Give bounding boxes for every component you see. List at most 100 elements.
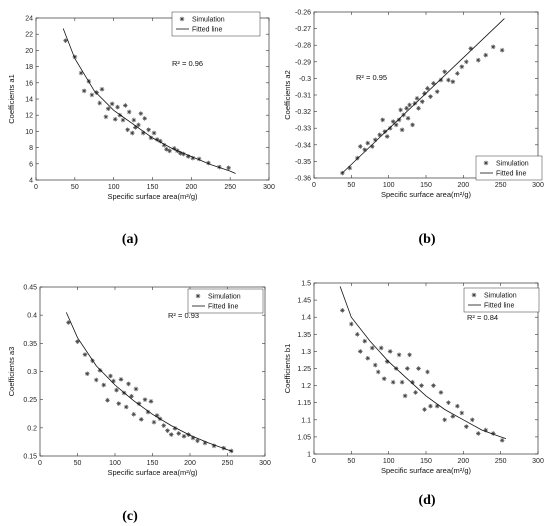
simulation-point bbox=[211, 443, 217, 449]
simulation-point bbox=[459, 64, 465, 70]
simulation-point bbox=[362, 338, 368, 344]
x-tick-label: 100 bbox=[108, 184, 120, 191]
simulation-point bbox=[181, 433, 187, 439]
simulation-point bbox=[178, 150, 183, 156]
y-tick-label: 6 bbox=[29, 161, 33, 168]
simulation-point bbox=[196, 156, 202, 162]
y-tick-label: 1.1 bbox=[301, 417, 311, 424]
y-tick-label: 4 bbox=[29, 178, 33, 185]
simulation-point bbox=[157, 138, 163, 144]
simulation-point bbox=[422, 407, 427, 412]
y-tick-label: -0.32 bbox=[295, 109, 311, 116]
y-tick-label: 10 bbox=[25, 129, 33, 136]
simulation-point bbox=[126, 381, 131, 387]
plot-area-frame bbox=[35, 17, 270, 181]
y-tick-label: 0.45 bbox=[23, 285, 37, 292]
y-tick-label: 1 bbox=[307, 452, 311, 459]
x-tick-label: 200 bbox=[457, 182, 469, 189]
simulation-point bbox=[63, 38, 68, 43]
y-tick-label: 0.3 bbox=[27, 369, 37, 376]
legend-box bbox=[187, 288, 264, 314]
simulation-point bbox=[130, 130, 135, 136]
simulation-point bbox=[78, 70, 84, 76]
simulation-point bbox=[393, 122, 399, 128]
x-tick-label: 250 bbox=[222, 460, 234, 467]
r-squared-annotation: R² = 0.84 bbox=[467, 313, 498, 322]
x-tick-label: 150 bbox=[147, 184, 159, 191]
fitted-line bbox=[342, 18, 505, 174]
simulation-point bbox=[168, 432, 174, 437]
simulation-point bbox=[398, 107, 403, 113]
x-tick-label: 100 bbox=[383, 182, 395, 189]
y-tick-label: 1.05 bbox=[297, 434, 311, 441]
simulation-point bbox=[372, 137, 378, 143]
simulation-point bbox=[425, 369, 430, 375]
simulation-point bbox=[413, 390, 418, 395]
y-tick-label: 16 bbox=[25, 80, 33, 87]
simulation-point bbox=[410, 379, 415, 385]
simulation-point bbox=[399, 127, 405, 133]
x-tick-label: 50 bbox=[347, 458, 355, 465]
simulation-point bbox=[419, 99, 425, 104]
simulation-point bbox=[133, 386, 139, 392]
x-axis-label: Specific surface area(m²/g) bbox=[107, 192, 198, 201]
simulation-point bbox=[151, 419, 157, 425]
simulation-point bbox=[146, 127, 151, 133]
simulation-point bbox=[161, 142, 167, 148]
x-tick-label: 150 bbox=[420, 182, 432, 189]
y-tick-label: 0.2 bbox=[27, 425, 37, 432]
y-tick-label: -0.26 bbox=[295, 10, 311, 17]
simulation-point bbox=[75, 339, 80, 344]
x-tick-label: 150 bbox=[147, 460, 159, 467]
legend: Simulation Fitted line bbox=[171, 11, 261, 37]
simulation-point bbox=[93, 377, 99, 383]
simulation-point bbox=[357, 349, 363, 354]
simulation-point bbox=[428, 94, 433, 99]
simulation-point bbox=[431, 81, 436, 86]
simulation-point bbox=[384, 359, 390, 364]
y-tick-label: -0.33 bbox=[295, 126, 311, 133]
simulation-point bbox=[402, 393, 408, 399]
simulation-point bbox=[399, 379, 405, 385]
simulation-point bbox=[136, 401, 142, 406]
simulation-point bbox=[181, 151, 186, 157]
simulation-point bbox=[469, 417, 475, 423]
simulation-point bbox=[455, 403, 460, 409]
simulation-point bbox=[442, 69, 447, 75]
simulation-point bbox=[499, 438, 505, 443]
y-tick-label: 1.3 bbox=[301, 349, 311, 356]
simulation-point bbox=[405, 366, 410, 371]
y-axis-label: Coefficients b1 bbox=[283, 344, 292, 393]
legend-simulation-label: Simulation bbox=[192, 17, 225, 24]
y-tick-label: 20 bbox=[25, 48, 33, 55]
simulation-point bbox=[195, 438, 200, 444]
simulation-point bbox=[431, 383, 436, 388]
legend-box bbox=[463, 287, 540, 313]
simulation-point bbox=[185, 154, 191, 159]
simulation-point bbox=[142, 397, 148, 402]
simulation-point bbox=[434, 403, 440, 409]
simulation-point bbox=[428, 403, 433, 409]
x-tick-label: 300 bbox=[259, 460, 271, 467]
y-axis-label: Coefficients a3 bbox=[7, 347, 16, 396]
simulation-point bbox=[450, 79, 456, 85]
simulation-point bbox=[390, 119, 396, 124]
y-tick-label: 1.5 bbox=[301, 281, 311, 288]
simulation-point bbox=[459, 410, 465, 416]
y-tick-label: 0.25 bbox=[23, 397, 37, 404]
simulation-point bbox=[434, 89, 440, 94]
simulation-point bbox=[387, 349, 393, 354]
simulation-point bbox=[455, 71, 460, 76]
legend-box bbox=[475, 155, 543, 181]
simulation-point bbox=[165, 428, 170, 433]
y-tick-label: 0.35 bbox=[23, 341, 37, 348]
x-axis-label: Specific surface area(m²/g) bbox=[107, 468, 198, 477]
simulation-point bbox=[81, 88, 87, 94]
simulation-point bbox=[416, 366, 421, 371]
x-tick-label: 200 bbox=[184, 460, 196, 467]
y-axis-label: Coefficients a1 bbox=[7, 74, 16, 123]
simulation-point bbox=[483, 52, 489, 58]
x-tick-label: 200 bbox=[185, 184, 197, 191]
r-squared-annotation: R² = 0.93 bbox=[168, 311, 199, 320]
x-axis-label: Specific surface area(m²/g) bbox=[381, 190, 472, 199]
